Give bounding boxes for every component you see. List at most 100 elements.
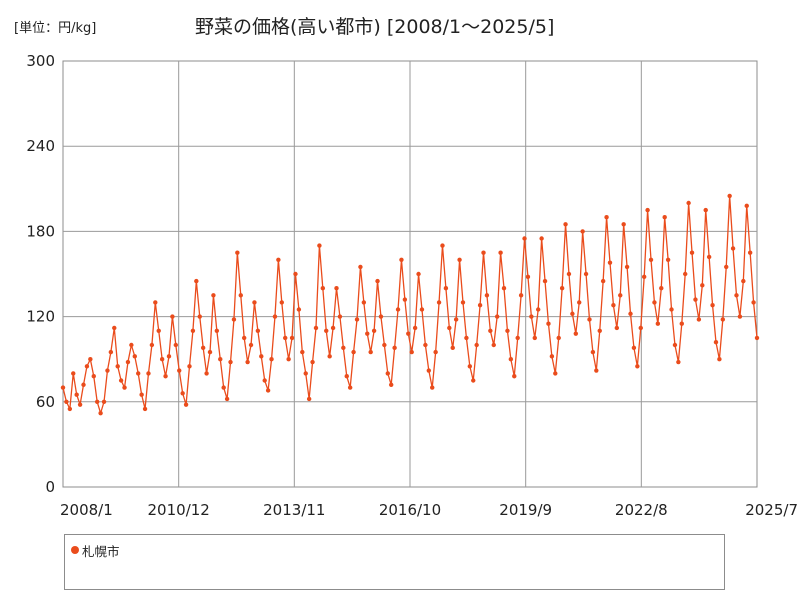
data-point — [412, 325, 418, 331]
data-point — [385, 371, 390, 376]
data-point — [248, 342, 254, 348]
data-point — [129, 342, 134, 348]
data-point — [747, 250, 753, 255]
data-point — [344, 374, 349, 379]
x-tick-label: 2008/1 — [60, 501, 113, 519]
data-point — [689, 250, 695, 255]
data-point — [255, 328, 261, 333]
data-point — [546, 321, 551, 326]
y-tick-label: 60 — [36, 393, 55, 411]
data-point — [665, 257, 671, 262]
data-point — [252, 300, 257, 305]
data-point — [700, 283, 705, 288]
data-point — [635, 364, 640, 369]
data-point — [399, 257, 404, 262]
data-point — [436, 300, 442, 305]
data-point — [573, 331, 579, 336]
data-point — [84, 364, 90, 369]
legend-item: 札幌市 — [71, 538, 136, 562]
data-point — [556, 335, 561, 341]
data-point — [539, 236, 544, 241]
data-point — [604, 215, 609, 220]
data-point — [125, 359, 131, 365]
data-point — [628, 311, 633, 316]
data-point — [508, 357, 514, 362]
data-point — [105, 368, 110, 373]
data-point — [303, 371, 308, 376]
data-point — [98, 410, 103, 416]
data-point — [159, 357, 165, 362]
data-point — [259, 354, 264, 359]
data-point — [365, 331, 370, 336]
data-point — [317, 243, 322, 248]
legend: 札幌市 — [64, 534, 725, 590]
x-tick-labels: 2008/1 2010/12 2013/11 2016/10 2019/9 2022/8 2… — [60, 501, 798, 519]
data-point — [190, 328, 196, 333]
data-point — [153, 300, 158, 305]
data-point — [296, 307, 302, 312]
data-point — [375, 278, 380, 284]
x-tick-label: 2022/8 — [615, 501, 668, 519]
data-point — [91, 374, 96, 379]
data-point — [371, 328, 377, 333]
data-point — [354, 317, 360, 322]
y-tick-label: 240 — [26, 137, 55, 155]
data-point — [754, 335, 760, 341]
y-tick-label: 0 — [45, 478, 55, 496]
data-point — [286, 357, 291, 362]
data-point — [177, 368, 182, 373]
data-point — [211, 293, 216, 298]
data-point — [744, 203, 749, 209]
data-point — [587, 317, 592, 322]
data-point — [631, 345, 637, 351]
data-point — [611, 303, 616, 308]
data-point — [180, 391, 185, 396]
data-point — [594, 368, 599, 373]
data-point — [416, 271, 421, 277]
data-point — [522, 236, 527, 241]
data-point — [419, 307, 425, 312]
data-point — [200, 345, 206, 351]
data-point — [423, 342, 428, 348]
data-point — [74, 392, 79, 397]
data-point — [378, 314, 384, 319]
data-point — [334, 286, 339, 291]
data-point — [563, 222, 568, 227]
data-point — [368, 349, 373, 355]
data-point — [730, 246, 736, 251]
series-group — [60, 193, 760, 416]
data-point — [347, 385, 353, 390]
data-point — [221, 385, 226, 390]
data-point — [751, 300, 756, 305]
data-point — [269, 357, 274, 362]
data-point — [406, 331, 411, 336]
data-point — [559, 286, 565, 291]
data-point — [320, 286, 326, 291]
data-point — [614, 325, 620, 331]
data-point — [662, 215, 667, 220]
data-point — [553, 371, 558, 376]
data-point — [293, 271, 298, 277]
data-point — [276, 257, 281, 262]
data-point — [136, 371, 141, 376]
data-point — [607, 260, 613, 265]
data-point — [245, 359, 250, 365]
data-point — [388, 382, 394, 387]
data-point — [624, 264, 630, 270]
data-point — [289, 335, 295, 341]
data-point — [313, 325, 319, 331]
data-point — [272, 314, 278, 319]
data-point — [64, 399, 69, 404]
data-point — [494, 314, 500, 319]
data-point — [395, 307, 401, 312]
data-point — [108, 349, 114, 355]
data-point — [676, 359, 681, 365]
data-point — [156, 328, 161, 333]
legend-label: 札幌市 — [82, 543, 120, 559]
data-point — [214, 328, 220, 333]
data-point — [235, 250, 240, 255]
data-point — [549, 354, 555, 359]
data-point — [166, 354, 172, 359]
x-tick-label: 2019/9 — [499, 501, 552, 519]
